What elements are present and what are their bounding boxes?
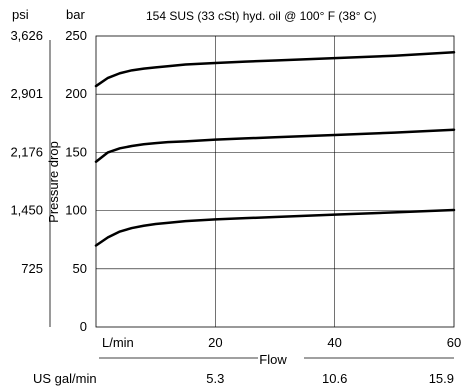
psi-tick-label-200: 2,901 [10, 86, 43, 101]
y-unit-psi: psi [12, 7, 29, 22]
psi-tick-label-100: 1,450 [10, 203, 43, 218]
plot-frame [95, 35, 455, 328]
gpm-tick-label-40: 10.6 [322, 371, 347, 386]
x-unit-us-gal-min: US gal/min [33, 371, 97, 386]
label-layer: 154 SUS (33 cSt) hyd. oil @ 100° F (38° … [12, 7, 377, 386]
series-line-3 [94, 51, 456, 88]
gpm-tick-label-60: 15.9 [429, 371, 454, 386]
psi-tick-label-250: 3,626 [10, 28, 43, 43]
x-label-flow: Flow [259, 352, 287, 367]
axis-layer: 0 50 100 150 200 250 725 1,450 2,176 2,901 3,626 20… [10, 28, 461, 386]
x-tick-label-40: 40 [327, 335, 341, 350]
y-tick-label-250: 250 [65, 28, 87, 43]
x-tick-label-60: 60 [447, 335, 461, 350]
grid-layer [95, 35, 455, 328]
y-tick-label-150: 150 [65, 144, 87, 159]
y-tick-label-100: 100 [65, 203, 87, 218]
psi-tick-label-50: 725 [21, 261, 43, 276]
series-line-2 [94, 128, 456, 163]
x-tick-label-20: 20 [208, 335, 222, 350]
y-tick-label-0: 0 [80, 319, 87, 334]
chart-title: 154 SUS (33 cSt) hyd. oil @ 100° F (38° … [146, 9, 377, 23]
y-label-pressure-drop: Pressure drop [46, 141, 61, 223]
psi-tick-label-150: 2,176 [10, 144, 43, 159]
y-tick-label-200: 200 [65, 86, 87, 101]
y-unit-bar: bar [66, 7, 85, 22]
gpm-tick-label-20: 5.3 [206, 371, 224, 386]
series-layer [94, 51, 456, 247]
series-line-1 [94, 208, 456, 247]
x-unit-lpm: L/min [102, 335, 134, 350]
y-tick-label-50: 50 [73, 261, 87, 276]
